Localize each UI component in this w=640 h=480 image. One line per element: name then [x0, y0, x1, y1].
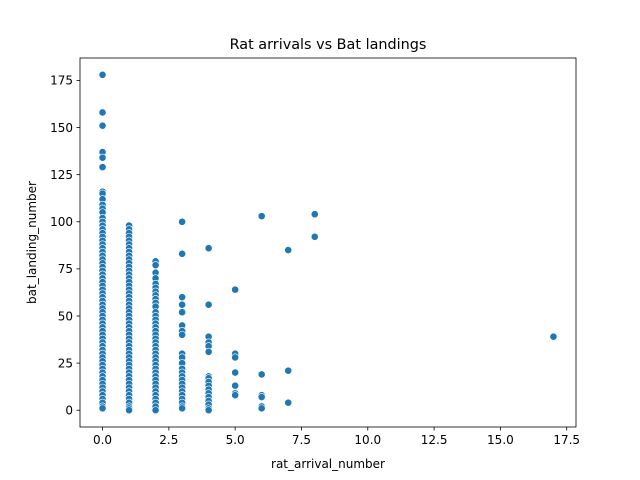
x-tick-label: 0.0 [93, 433, 112, 447]
x-axis-label: rat_arrival_number [271, 457, 385, 471]
chart-title: Rat arrivals vs Bat landings [230, 37, 427, 53]
x-tick-label: 7.5 [292, 433, 311, 447]
data-point [284, 398, 293, 407]
y-tick-label: 175 [50, 74, 73, 88]
data-point [257, 370, 266, 379]
y-tick-label: 150 [50, 121, 73, 135]
x-tick-label: 5.0 [226, 433, 245, 447]
data-point [284, 366, 293, 375]
data-point [231, 391, 240, 400]
y-tick-label: 0 [65, 404, 73, 418]
x-tick-label: 17.5 [553, 433, 580, 447]
data-point [98, 163, 107, 172]
data-point [231, 381, 240, 390]
data-point [231, 353, 240, 362]
data-point [204, 300, 213, 309]
data-point [231, 368, 240, 377]
data-point [549, 332, 558, 341]
data-point [284, 246, 293, 254]
data-point [98, 153, 107, 162]
data-point [310, 232, 319, 241]
x-tick-label: 15.0 [487, 433, 514, 447]
data-point [257, 404, 266, 413]
data-point [204, 244, 213, 253]
data-point [151, 406, 160, 415]
y-tick-label: 25 [58, 356, 73, 370]
data-point [204, 347, 213, 356]
data-point [257, 393, 266, 401]
x-tick-label: 10.0 [354, 433, 381, 447]
data-point [257, 212, 266, 221]
y-tick-label: 100 [50, 215, 73, 229]
data-point [178, 293, 187, 302]
data-point [178, 330, 187, 339]
x-tick-label: 2.5 [159, 433, 178, 447]
data-point [178, 308, 187, 317]
data-point [98, 70, 107, 79]
plot-frame [79, 57, 577, 428]
data-point [178, 404, 187, 413]
y-tick-label: 125 [50, 168, 73, 182]
y-axis-ticks: 0 25 50 75 100 125 150 175 [50, 74, 80, 418]
x-tick-label: 12.5 [421, 433, 448, 447]
y-axis-label: bat_landing_number [25, 181, 39, 304]
y-tick-label: 50 [58, 309, 73, 323]
data-point [98, 108, 107, 117]
data-point [151, 261, 160, 270]
data-point [204, 406, 213, 415]
data-point [310, 210, 319, 219]
data-point [98, 404, 107, 413]
data-points [98, 70, 558, 415]
data-point [98, 121, 107, 130]
data-point [178, 300, 187, 309]
x-axis-ticks: 0.0 2.5 5.0 7.5 10.0 12.5 15.0 17.5 [93, 427, 580, 447]
data-point [231, 285, 240, 294]
data-point [178, 249, 187, 258]
y-tick-label: 75 [58, 262, 73, 276]
data-point [125, 406, 133, 415]
data-point [178, 217, 187, 226]
